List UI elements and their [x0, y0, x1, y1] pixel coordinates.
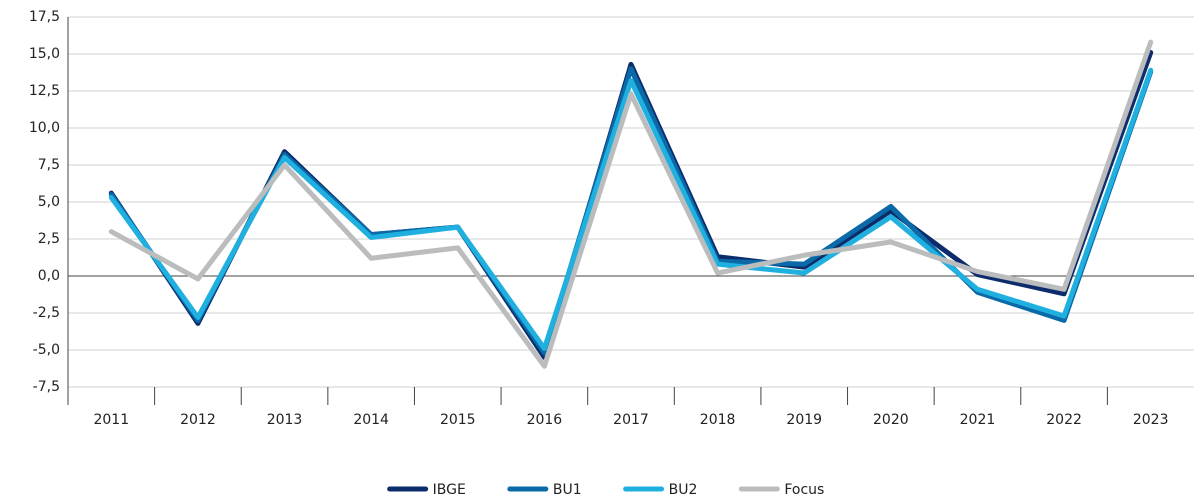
- y-tick-label: 5,0: [38, 194, 60, 210]
- series-line: [108, 39, 1154, 369]
- y-tick-label: 0,0: [38, 268, 60, 284]
- y-tick-label: 12,5: [29, 83, 60, 99]
- x-tick-label: 2013: [267, 412, 303, 428]
- legend-label: BU2: [669, 482, 698, 498]
- x-tick-label: 2018: [700, 412, 736, 428]
- y-tick-label: 10,0: [29, 120, 60, 136]
- series-line: [108, 66, 1154, 356]
- series-line: [108, 50, 1154, 360]
- y-tick-label: -2,5: [33, 305, 60, 321]
- x-tick-label: 2020: [873, 412, 909, 428]
- legend-item: Focus: [738, 482, 824, 498]
- y-tick-label: -7,5: [33, 379, 60, 395]
- x-tick-label: 2012: [180, 412, 216, 428]
- y-tick-label: 15,0: [29, 46, 60, 62]
- legend-item: IBGE: [387, 482, 466, 498]
- x-tick-label: 2014: [353, 412, 389, 428]
- x-tick-label: 2015: [440, 412, 476, 428]
- x-tick-label: 2017: [613, 412, 649, 428]
- y-tick-label: 7,5: [38, 157, 60, 173]
- x-tick-label: 2023: [1133, 412, 1169, 428]
- series-line: [108, 67, 1154, 352]
- x-tick-label: 2021: [960, 412, 996, 428]
- legend-label: IBGE: [433, 482, 466, 498]
- x-tick-label: 2022: [1046, 412, 1082, 428]
- legend-label: Focus: [784, 482, 824, 498]
- legend-item: BU1: [507, 482, 582, 498]
- x-tick-label: 2016: [527, 412, 563, 428]
- legend-item: BU2: [623, 482, 698, 498]
- x-tick-label: 2019: [786, 412, 822, 428]
- y-tick-label: -5,0: [33, 342, 60, 358]
- legend-label: BU1: [553, 482, 582, 498]
- x-tick-label: 2011: [93, 412, 129, 428]
- y-tick-label: 17,5: [29, 9, 60, 25]
- y-tick-label: 2,5: [38, 231, 60, 247]
